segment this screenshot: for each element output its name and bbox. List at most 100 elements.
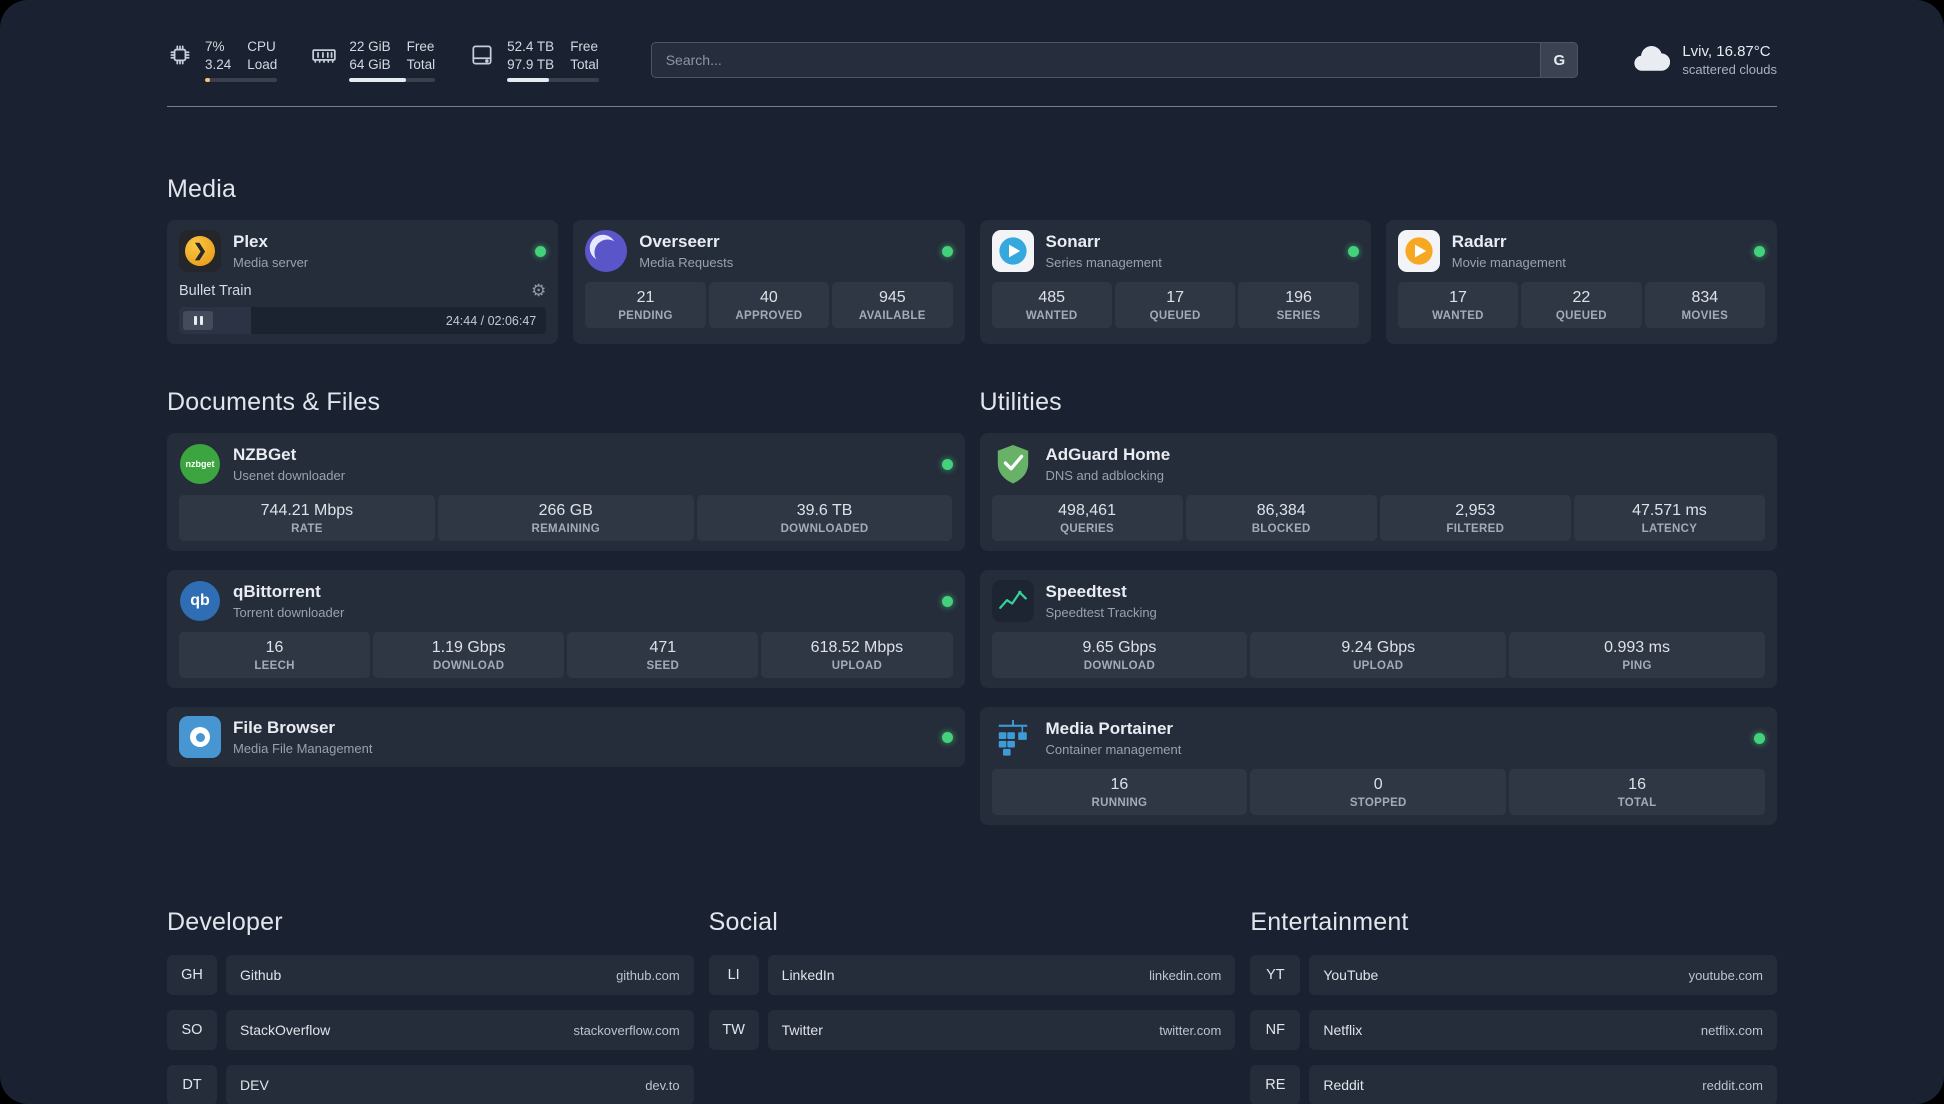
cpu-value: 7% (205, 39, 225, 54)
sonarr-card[interactable]: Sonarr Series management 485 WANTED 17 Q… (979, 220, 1371, 345)
stat-value: 266 GB (538, 502, 593, 520)
stat-box: 485 WANTED (991, 282, 1112, 329)
overseerr-card[interactable]: Overseerr Media Requests 21 PENDING 40 A… (573, 220, 965, 345)
now-playing-title: Bullet Train (179, 282, 252, 299)
adguard-icon (992, 443, 1034, 485)
entertainment-heading: Entertainment (1250, 908, 1409, 937)
stat-box: 17 QUEUED (1114, 282, 1236, 329)
stat-box: 16 LEECH (179, 632, 371, 679)
bookmark-youtube[interactable]: YT YouTube youtube.com (1250, 955, 1777, 996)
stat-label: WANTED (1432, 310, 1484, 323)
bookmark-domain: reddit.com (1702, 1077, 1763, 1093)
radarr-icon (1397, 230, 1440, 273)
stat-box: 21 PENDING (585, 282, 706, 329)
disk-total-label: Total (570, 56, 599, 72)
bookmark-name: Netflix (1323, 1022, 1363, 1039)
stat-box: 196 SERIES (1238, 282, 1359, 329)
bookmark-domain: twitter.com (1159, 1022, 1222, 1038)
qbittorrent-icon: qb (179, 580, 221, 622)
stat-value: 485 (1038, 289, 1066, 307)
social-heading: Social (708, 908, 778, 937)
portainer-card[interactable]: Media Portainer Container management 16 … (979, 707, 1777, 826)
nzbget-card[interactable]: nzbget NZBGet Usenet downloader 744.21 M… (167, 433, 965, 552)
stat-label: LATENCY (1641, 523, 1698, 536)
stat-value: 21 (636, 289, 655, 307)
stat-label: RATE (291, 523, 323, 536)
plex-icon: ❯ (179, 230, 221, 273)
bookmark-group-developer: Developer GH Github github.com SO StackO… (167, 908, 694, 1104)
cpu-label: CPU (247, 39, 276, 54)
speedtest-icon (991, 580, 1034, 623)
memory-total-value: 64 GiB (349, 56, 391, 72)
memory-widget: 22 GiB Free 64 GiB Total (311, 38, 436, 83)
bookmark-twitter[interactable]: TW Twitter twitter.com (708, 1010, 1236, 1051)
search-bar: G (650, 42, 1579, 79)
stat-value: 40 (759, 289, 778, 307)
stat-box: 266 GB REMAINING (437, 495, 694, 542)
bookmark-name: Reddit (1323, 1077, 1364, 1094)
bookmark-github[interactable]: GH Github github.com (167, 955, 694, 996)
stat-box: 0.993 ms PING (1509, 632, 1765, 679)
service-subtitle: Torrent downloader (233, 604, 345, 620)
stat-label: PING (1622, 660, 1652, 673)
service-title: Radarr (1451, 232, 1507, 252)
pause-button[interactable] (183, 311, 213, 331)
stat-box: 945 AVAILABLE (832, 282, 953, 329)
service-subtitle: Media File Management (233, 740, 373, 756)
bookmark-abbr: DT (167, 1065, 217, 1104)
memory-free-label: Free (406, 39, 435, 54)
gear-icon[interactable]: ⚙ (531, 281, 547, 301)
radarr-card[interactable]: Radarr Movie management 17 WANTED 22 QUE… (1385, 220, 1777, 345)
bookmark-stackoverflow[interactable]: SO StackOverflow stackoverflow.com (167, 1010, 694, 1051)
service-subtitle: Media Requests (639, 254, 734, 270)
filebrowser-card[interactable]: File Browser Media File Management (167, 707, 965, 768)
stat-box: 16 TOTAL (1509, 769, 1765, 816)
stat-box: 86,384 BLOCKED (1185, 495, 1377, 542)
adguard-card[interactable]: AdGuard Home DNS and adblocking 498,461 … (979, 433, 1777, 552)
weather-widget: Lviv, 16.87°C scattered clouds (1630, 43, 1777, 78)
bookmark-linkedin[interactable]: LI LinkedIn linkedin.com (708, 955, 1236, 996)
stat-value: 16 (1110, 776, 1129, 794)
bookmark-name: DEV (240, 1077, 269, 1094)
status-online-dot (941, 595, 953, 607)
stat-label: REMAINING (531, 523, 600, 536)
bookmark-domain: github.com (616, 967, 680, 983)
bookmark-netflix[interactable]: NF Netflix netflix.com (1250, 1010, 1777, 1051)
bookmark-dev[interactable]: DT DEV dev.to (167, 1065, 694, 1104)
bookmark-reddit[interactable]: RE Reddit reddit.com (1250, 1065, 1777, 1104)
stat-box: 744.21 Mbps RATE (179, 495, 435, 542)
qbittorrent-card[interactable]: qb qBittorrent Torrent downloader 16 LEE… (167, 570, 965, 689)
cpu-usage-bar (205, 78, 278, 83)
service-title: Overseerr (639, 232, 720, 252)
weather-condition: scattered clouds (1682, 62, 1777, 78)
disk-total-value: 97.9 TB (507, 56, 555, 72)
stat-value: 1.19 Gbps (431, 639, 506, 657)
search-provider-button[interactable]: G (1540, 42, 1579, 79)
bookmark-abbr: YT (1250, 955, 1301, 996)
bookmark-name: Github (240, 967, 282, 984)
bookmark-domain: dev.to (645, 1077, 680, 1093)
stat-value: 47.571 ms (1632, 502, 1707, 520)
stat-value: 9.65 Gbps (1082, 639, 1157, 657)
nzbget-icon: nzbget (179, 443, 221, 485)
search-input[interactable] (650, 42, 1579, 79)
stat-value: 16 (1628, 776, 1646, 794)
stat-label: UPLOAD (1353, 660, 1404, 673)
media-grid: ❯ Plex Media server Bullet Train ⚙ 24:44… (167, 220, 1777, 345)
media-section-heading: Media (167, 175, 237, 204)
stat-label: LEECH (254, 660, 295, 673)
service-subtitle: Speedtest Tracking (1045, 604, 1157, 620)
bookmark-abbr: TW (708, 1010, 759, 1051)
stat-label: MOVIES (1681, 310, 1729, 323)
disk-free-label: Free (570, 39, 598, 54)
stat-label: RUNNING (1091, 797, 1148, 810)
memory-icon (311, 42, 337, 68)
stat-box: 0 STOPPED (1250, 769, 1507, 816)
status-online-dot (1754, 245, 1765, 257)
stat-box: 17 WANTED (1397, 282, 1519, 329)
speedtest-card[interactable]: Speedtest Speedtest Tracking 9.65 Gbps D… (979, 570, 1777, 689)
plex-card[interactable]: ❯ Plex Media server Bullet Train ⚙ 24:44… (167, 220, 559, 345)
stat-label: QUERIES (1060, 523, 1114, 536)
stat-value: 17 (1166, 289, 1185, 307)
stat-label: UPLOAD (831, 660, 883, 673)
